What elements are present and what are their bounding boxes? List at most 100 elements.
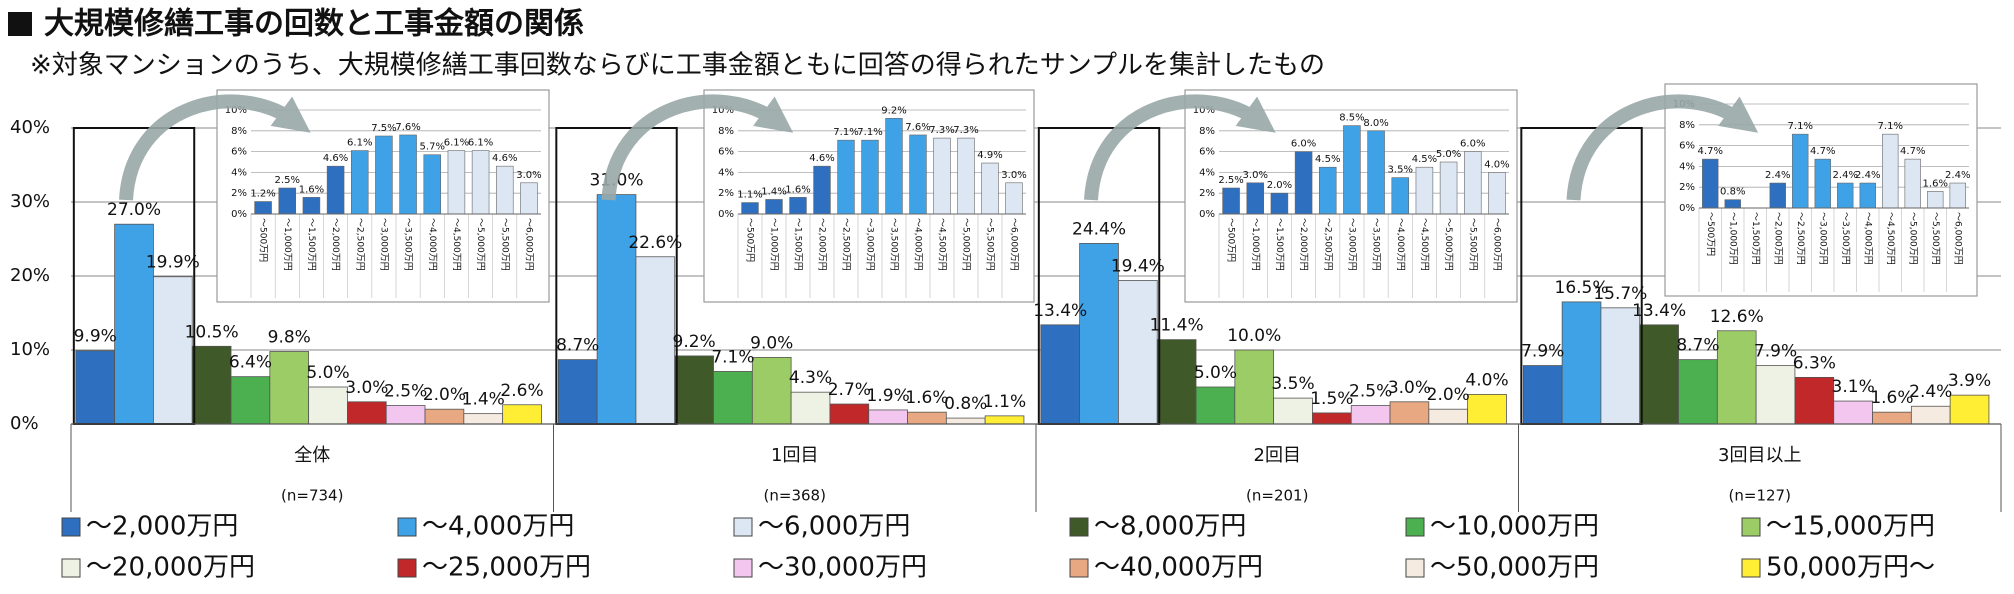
inset-bar (1439, 161, 1458, 215)
x-tick-label: 全体 (294, 445, 330, 466)
y-tick-label: 10% (10, 339, 50, 360)
bar (674, 355, 714, 425)
group-note: (n=127) (1729, 487, 1791, 505)
legend-label: ～25,000万円 (422, 553, 591, 583)
value-label: 22.6% (628, 233, 682, 253)
inset-bar (254, 201, 272, 215)
value-label: 2.4% (1909, 382, 1952, 402)
inset-value-label: 5.7% (420, 142, 445, 153)
value-label: 24.4% (1072, 219, 1126, 239)
inset-bar (447, 150, 466, 215)
inset-y-tick-label: 0% (718, 209, 734, 220)
inset-bar (1318, 166, 1337, 215)
inset-value-label: 4.6% (809, 153, 834, 164)
bar (713, 371, 753, 425)
value-label: 10.5% (185, 322, 239, 342)
inset-value-label: 6.1% (468, 138, 493, 149)
inset-value-label: 4.6% (323, 153, 348, 164)
inset-value-label: 4.7% (1698, 146, 1723, 157)
inset-y-tick-label: 6% (1679, 141, 1695, 152)
inset-y-tick-label: 2% (718, 188, 734, 199)
inset-x-tick-label: ～5,000万円 (1443, 218, 1454, 271)
bar (463, 413, 504, 425)
inset-bar (1882, 133, 1899, 209)
legend-label: 50,000万円～ (1766, 553, 1935, 583)
inset-value-label: 7.1% (1878, 121, 1903, 132)
bar (1428, 408, 1469, 425)
x-tick-label: 1回目 (771, 445, 818, 466)
value-label: 9.9% (74, 327, 117, 347)
inset-bar (1792, 133, 1809, 209)
legend-label: ～10,000万円 (1430, 512, 1599, 542)
bar (596, 194, 637, 425)
inset-x-tick-label: ～2,000万円 (330, 218, 341, 271)
bar (790, 391, 831, 425)
inset-y-tick-label: 4% (718, 167, 734, 178)
inset-bar (909, 134, 927, 215)
inset-value-label: 3.0% (1001, 170, 1026, 181)
legend-swatch (397, 517, 417, 537)
value-label: 1.9% (867, 386, 910, 406)
inset-value-label: 7.3% (953, 125, 978, 136)
value-label: 16.5% (1555, 278, 1609, 298)
inset-value-label: 4.7% (1810, 146, 1835, 157)
inset-bar (1702, 158, 1719, 209)
inset-bar (302, 197, 321, 215)
inset-value-label: 4.9% (977, 150, 1002, 161)
bar (907, 411, 947, 425)
arrow (1084, 94, 1276, 201)
legend-swatch (61, 558, 81, 578)
y-tick-label: 20% (10, 265, 50, 286)
bar (385, 405, 426, 425)
legend-label: ～30,000万円 (758, 553, 927, 583)
inset-x-tick-label: ～1,000万円 (282, 218, 293, 271)
inset-bar (1294, 151, 1313, 215)
value-label: 27.0% (107, 200, 161, 220)
inset-x-tick-label: ～2,000万円 (1772, 212, 1783, 265)
value-label: 2.0% (423, 385, 466, 405)
inset-x-tick-label: ～2,000万円 (1298, 218, 1309, 271)
bar (1040, 324, 1081, 425)
inset-bar (1463, 151, 1482, 215)
legend-swatch (1741, 558, 1761, 578)
inset-bar (399, 134, 417, 215)
value-label: 0.8% (944, 394, 987, 414)
y-tick-label: 40% (10, 117, 50, 138)
inset-value-label: 6.0% (1291, 139, 1316, 150)
inset-bar (765, 199, 783, 215)
inset-x-tick-label: ～500万円 (1226, 218, 1237, 262)
inset-x-tick-label: ～4,500万円 (937, 218, 948, 271)
inset-bar (278, 187, 297, 215)
inset-x-tick-label: ～500万円 (258, 218, 269, 262)
inset-y-tick-label: 6% (718, 147, 734, 158)
inset-bar (957, 137, 975, 215)
bar (153, 276, 193, 425)
title-bullet (8, 12, 32, 36)
inset-x-tick-label: ～5,500万円 (985, 218, 996, 271)
value-label: 1.4% (462, 390, 505, 410)
inset-y-tick-label: 8% (231, 126, 247, 137)
inset-y-tick-label: 0% (231, 209, 247, 220)
value-label: 5.0% (306, 363, 349, 383)
value-label: 9.2% (673, 332, 716, 352)
value-label: 3.0% (1388, 378, 1431, 398)
value-label: 3.0% (345, 378, 388, 398)
bar (1234, 349, 1275, 425)
value-label: 3.1% (1832, 377, 1875, 397)
bar (1561, 301, 1602, 425)
legend-label: ～2,000万円 (86, 512, 238, 542)
bar (984, 415, 1025, 425)
y-tick-label: 0% (10, 413, 39, 434)
inset-bar (375, 135, 393, 215)
value-label: 13.4% (1033, 301, 1087, 321)
bar (191, 345, 232, 425)
legend-swatch (1405, 517, 1425, 537)
value-label: 2.0% (1427, 385, 1470, 405)
bar (1312, 412, 1352, 425)
inset-x-tick-label: ～5,000万円 (1907, 212, 1918, 265)
inset-x-tick-label: ～5,000万円 (961, 218, 972, 271)
inset-value-label: 6.0% (1460, 139, 1485, 150)
inset-value-label: 2.4% (1833, 170, 1858, 181)
inset-value-label: 7.1% (833, 127, 858, 138)
inset-bar (741, 202, 759, 215)
